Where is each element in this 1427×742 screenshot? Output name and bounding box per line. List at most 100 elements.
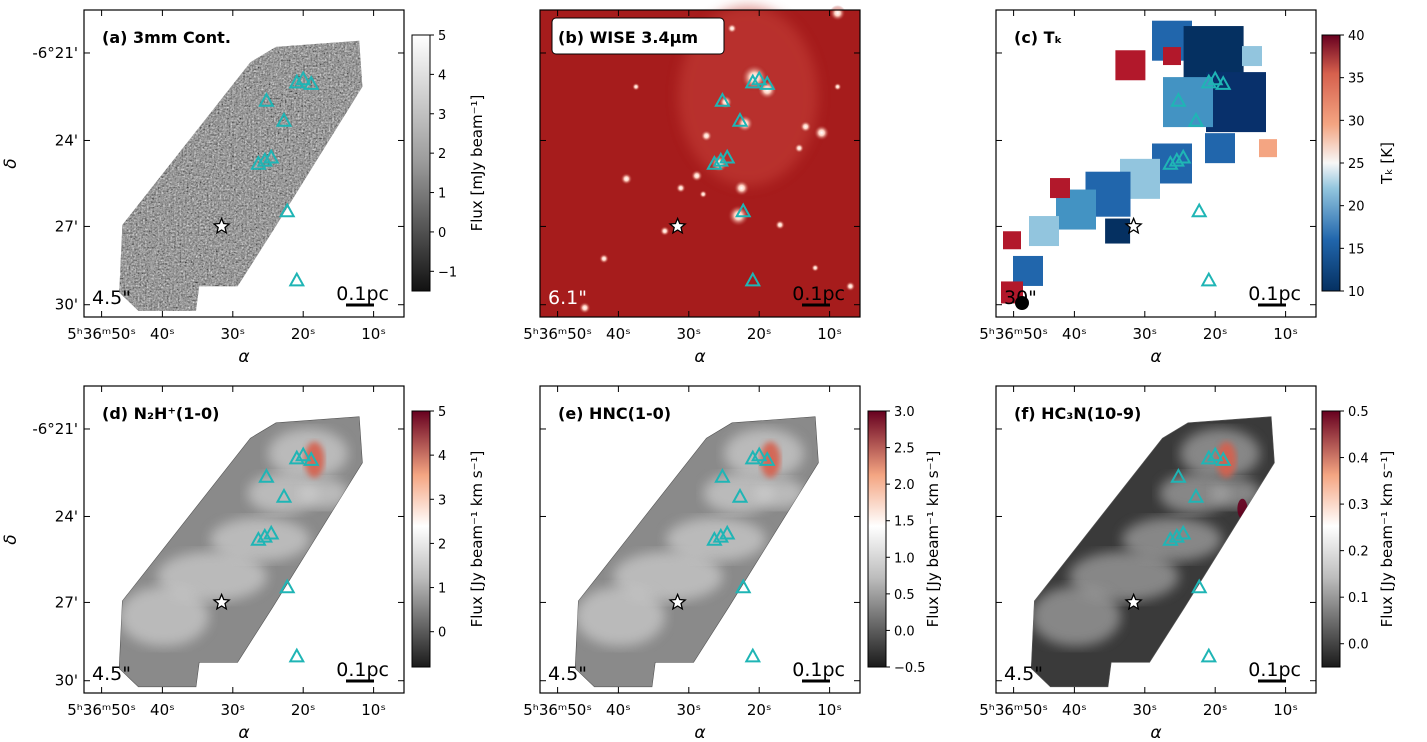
scale-bar-label: 0.1pc <box>792 283 845 305</box>
source-triangle <box>759 75 776 90</box>
emission-blob <box>1069 551 1179 602</box>
beam-size-label: 4.5" <box>548 663 587 685</box>
wise-point-source <box>775 219 785 230</box>
colorbar-tick-label: 3 <box>438 493 446 508</box>
tk-pixel-block <box>1206 72 1266 133</box>
source-triangle <box>258 92 275 107</box>
wise-point-source <box>578 301 591 314</box>
panel-title: (a) 3mm Cont. <box>102 28 231 47</box>
source-triangle <box>1170 468 1187 483</box>
source-triangle <box>731 111 749 127</box>
source-triangle <box>279 202 296 218</box>
source-triangle <box>714 92 731 107</box>
axes-frame <box>83 9 405 318</box>
source-triangle <box>263 524 280 540</box>
wise-point-source <box>829 5 846 22</box>
source-triangle <box>263 148 280 164</box>
colorbar-tick-label: 5 <box>438 405 446 420</box>
source-triangle <box>744 449 761 465</box>
star-marker <box>1124 592 1143 611</box>
colorbar-tick-label: 30 <box>1348 114 1365 129</box>
y-axis-label: δ <box>1 158 21 168</box>
beam-size-label: 4.5" <box>92 287 131 309</box>
ra-tick-label: 20ˢ <box>1203 701 1228 719</box>
colorbar-tick-label: 0.3 <box>1348 498 1369 513</box>
dec-tick-label: 24' <box>55 131 78 149</box>
wise-point-source <box>675 183 686 194</box>
panel-title: (d) N₂H⁺(1-0) <box>102 404 219 423</box>
colorbar-label: Flux [Jy beam⁻¹ km s⁻¹] <box>1378 451 1396 628</box>
source-triangle <box>751 70 768 86</box>
ra-tick-label: 20ˢ <box>291 325 316 343</box>
source-triangle <box>1187 111 1205 127</box>
x-axis-label: α <box>238 347 249 367</box>
colorbar-label: Flux [Jy beam⁻¹ km s⁻¹] <box>924 451 942 628</box>
ra-tick-label: 30ˢ <box>1132 701 1157 719</box>
emission-blob <box>1211 478 1261 509</box>
axes-frame <box>995 385 1317 694</box>
colorbar-tick-label: 2.5 <box>894 442 915 457</box>
axes-frame <box>83 385 405 694</box>
scale-bar-label: 0.1pc <box>1248 659 1301 681</box>
source-triangle <box>288 647 305 663</box>
source-triangle <box>279 578 296 594</box>
source-triangle <box>295 70 312 86</box>
tk-pixel-block <box>1115 50 1146 81</box>
emission-blob <box>575 586 665 647</box>
ra-tick-label: 30ˢ <box>676 701 701 719</box>
colorbar-tick-label: 0.5 <box>1348 405 1369 420</box>
colorbar-label: Tₖ [K] <box>1378 142 1396 185</box>
wise-point-source <box>690 169 703 182</box>
x-axis-label: α <box>1150 723 1161 742</box>
beam-size-label: 4.5" <box>92 663 131 685</box>
source-triangle <box>258 468 275 483</box>
source-triangle <box>735 578 752 594</box>
wise-point-source <box>799 120 812 133</box>
source-triangle <box>712 151 729 167</box>
wise-point-source <box>659 226 670 237</box>
ra-tick-label: 10ˢ <box>817 325 842 343</box>
colorbar-tick-label: 1 <box>438 582 446 597</box>
colorbar-tick-label: −1 <box>438 265 457 280</box>
ra-tick-label: 5ʰ36ᵐ50ˢ <box>979 325 1048 343</box>
wise-point-source <box>599 253 609 264</box>
x-axis-label: α <box>694 723 705 742</box>
tk-pixel-block <box>1003 231 1021 250</box>
source-triangle <box>1207 446 1224 462</box>
colorbar-tick-label: 0.5 <box>894 588 915 603</box>
colorbar-tick-label: 3 <box>438 108 446 123</box>
panel-a: 5ʰ36ᵐ50ˢ 40ˢ 30ˢ 20ˢ 10ˢ -6°21' 24' 27' 30' α δ (a)… <box>1 9 486 367</box>
source-triangle <box>1168 151 1185 167</box>
axes-frame <box>539 385 861 694</box>
colorbar-tick-label: 0 <box>438 226 446 241</box>
dec-tick-label: 24' <box>55 507 78 525</box>
source-triangle <box>1191 202 1208 218</box>
tk-pixel-block <box>1029 216 1059 247</box>
tk-pixel-block <box>1259 139 1277 158</box>
axes-frame <box>539 9 861 318</box>
ra-tick-label: 10ˢ <box>361 701 386 719</box>
panel-title: (c) Tₖ <box>1014 28 1062 47</box>
source-triangle <box>295 446 312 462</box>
beam-disc <box>1015 296 1029 310</box>
source-triangle <box>712 527 729 543</box>
colorbar <box>1321 410 1341 668</box>
colorbar-tick-label: 4 <box>438 449 446 464</box>
source-triangle <box>706 154 723 170</box>
colorbar-tick-label: 1.5 <box>894 515 915 530</box>
source-triangle <box>719 524 736 540</box>
colorbar <box>411 410 431 668</box>
wise-point-source <box>794 143 805 154</box>
ra-tick-label: 20ˢ <box>291 701 316 719</box>
ra-tick-label: 40ˢ <box>150 325 175 343</box>
source-triangle <box>303 75 320 90</box>
ra-tick-label: 40ˢ <box>1062 325 1087 343</box>
colorbar <box>1321 34 1341 292</box>
source-triangle <box>744 271 761 287</box>
ra-tick-label: 30ˢ <box>220 701 245 719</box>
colorbar-tick-label: 1.0 <box>894 551 915 566</box>
wise-point-source <box>733 180 750 197</box>
ra-tick-label: 20ˢ <box>747 325 772 343</box>
wise-point-source <box>632 82 640 91</box>
